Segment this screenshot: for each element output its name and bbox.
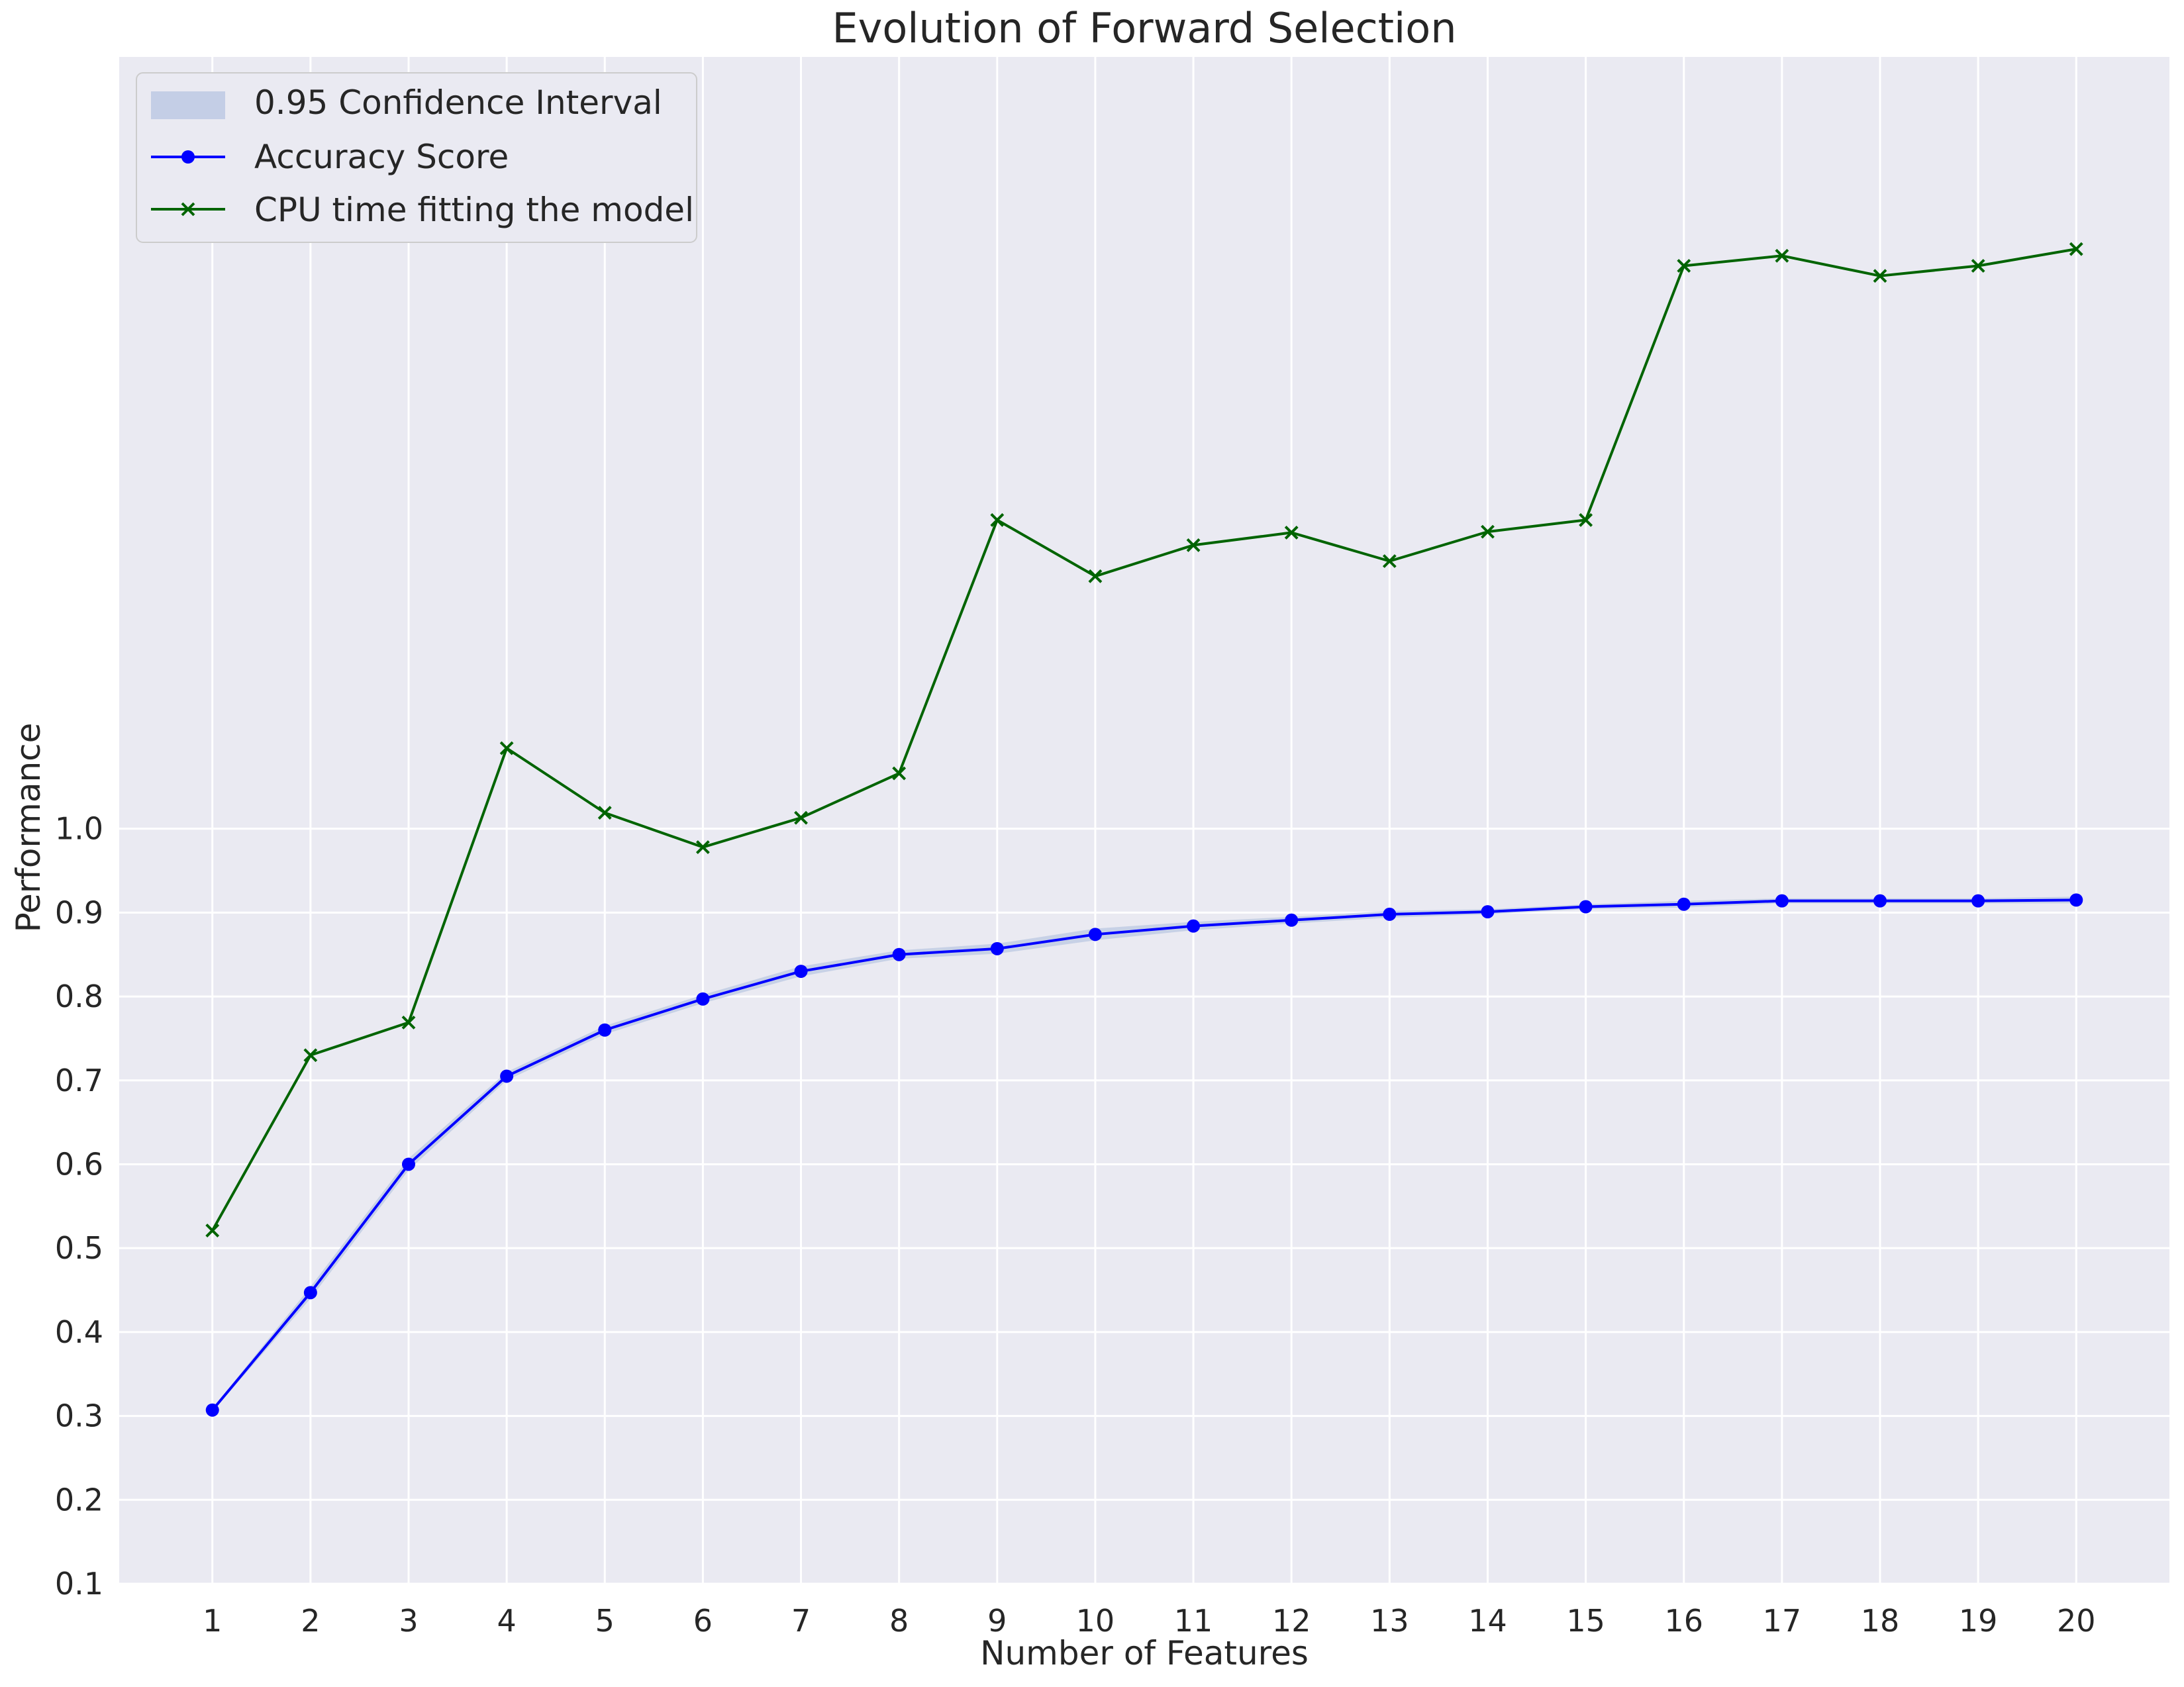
accuracy-marker	[1579, 900, 1593, 914]
y-tick-label: 0.5	[55, 1230, 103, 1266]
accuracy-marker	[1285, 913, 1299, 927]
accuracy-marker	[1677, 897, 1691, 911]
legend: 0.95 Confidence Interval Accuracy Score …	[136, 72, 697, 243]
cpu-time-marker	[1481, 524, 1495, 539]
x-axis-label: Number of Features	[980, 1634, 1309, 1672]
cpu-time-marker	[205, 1224, 220, 1237]
cpu-time-marker	[1579, 512, 1593, 527]
cpu-time-marker	[695, 840, 710, 854]
x-tick-label: 4	[497, 1603, 516, 1639]
legend-cpu-marker	[181, 202, 195, 217]
cpu-time-marker	[1382, 554, 1397, 568]
cpu-time-line	[211, 248, 2077, 1231]
accuracy-marker	[990, 941, 1004, 955]
accuracy-marker	[696, 992, 710, 1006]
accuracy-marker	[1775, 894, 1789, 908]
y-tick-label: 0.3	[55, 1398, 103, 1434]
x-tick-label: 17	[1763, 1603, 1802, 1639]
y-tick-label: 0.6	[55, 1146, 103, 1182]
x-tick-label: 5	[595, 1603, 615, 1639]
legend-ci-swatch	[151, 91, 225, 119]
y-tick-label: 0.9	[55, 894, 103, 930]
y-tick-label: 0.8	[55, 979, 103, 1014]
accuracy-marker	[892, 947, 906, 961]
accuracy-marker	[205, 1403, 219, 1417]
x-tick-label: 13	[1370, 1603, 1409, 1639]
accuracy-marker	[2069, 893, 2083, 907]
x-tick-label: 20	[2057, 1603, 2096, 1639]
cpu-time-marker	[499, 741, 514, 755]
legend-label-accuracy: Accuracy Score	[254, 138, 509, 176]
cpu-time-marker	[1873, 269, 1887, 283]
x-tick-label: 16	[1664, 1603, 1703, 1639]
y-tick-label: 0.1	[55, 1566, 103, 1602]
x-tick-label: 8	[889, 1603, 909, 1639]
accuracy-marker	[1088, 928, 1102, 941]
cpu-time-marker	[401, 1015, 416, 1030]
y-tick-label: 0.4	[55, 1314, 103, 1350]
tick-labels: 1 2 3 4 5 6 7 8 9 10 11 12 13 14 15 16 17 18 19 200.10.20.3…	[55, 811, 2096, 1639]
y-axis-label: Performance	[9, 723, 48, 933]
accuracy-marker	[303, 1286, 317, 1300]
accuracy-marker	[1873, 894, 1887, 908]
legend-accuracy-marker	[181, 150, 195, 164]
cpu-time-marker	[990, 512, 1005, 527]
cpu-time-marker	[892, 766, 907, 781]
grid	[119, 57, 2169, 1585]
accuracy-marker	[1481, 905, 1495, 919]
y-tick-label: 0.2	[55, 1482, 103, 1518]
accuracy-marker	[794, 965, 808, 979]
cpu-time-marker	[1284, 525, 1299, 540]
cpu-time-marker	[1677, 259, 1691, 273]
x-tick-label: 7	[791, 1603, 811, 1639]
cpu-time-marker	[794, 810, 808, 825]
legend-label-cpu: CPU time fitting the model	[254, 191, 694, 229]
x-tick-label: 1	[203, 1603, 222, 1639]
x-tick-label: 15	[1566, 1603, 1605, 1639]
cpu-time-marker	[1775, 248, 1789, 263]
x-tick-label: 18	[1861, 1603, 1900, 1639]
cpu-time-marker	[1186, 538, 1201, 552]
cpu-time-marker	[2069, 242, 2083, 256]
x-tick-label: 6	[693, 1603, 713, 1639]
x-tick-label: 19	[1959, 1603, 1998, 1639]
x-tick-label: 10	[1076, 1603, 1115, 1639]
accuracy-line	[211, 898, 2077, 1412]
x-tick-label: 11	[1174, 1603, 1213, 1639]
accuracy-marker	[1971, 894, 1985, 908]
legend-box	[136, 72, 697, 243]
y-tick-label: 1.0	[55, 811, 103, 847]
x-tick-label: 14	[1468, 1603, 1507, 1639]
cpu-time-marker	[597, 806, 612, 820]
accuracy-marker	[1187, 919, 1201, 933]
accuracy-marker	[598, 1023, 612, 1037]
accuracy-marker	[401, 1157, 415, 1171]
x-tick-label: 9	[987, 1603, 1007, 1639]
cpu-time-marker	[303, 1048, 318, 1063]
x-tick-label: 12	[1272, 1603, 1311, 1639]
series-markers	[205, 242, 2083, 1417]
cpu-time-marker	[1088, 569, 1103, 583]
plot-background	[119, 57, 2169, 1584]
accuracy-marker	[1383, 907, 1397, 921]
series-lines	[211, 248, 2077, 1412]
accuracy-marker	[500, 1069, 514, 1083]
x-tick-label: 3	[399, 1603, 418, 1639]
legend-label-ci: 0.95 Confidence Interval	[254, 83, 662, 122]
cpu-time-marker	[1971, 259, 1985, 273]
y-tick-label: 0.7	[55, 1063, 103, 1098]
chart-title: Evolution of Forward Selection	[832, 4, 1456, 52]
x-tick-label: 2	[301, 1603, 320, 1639]
